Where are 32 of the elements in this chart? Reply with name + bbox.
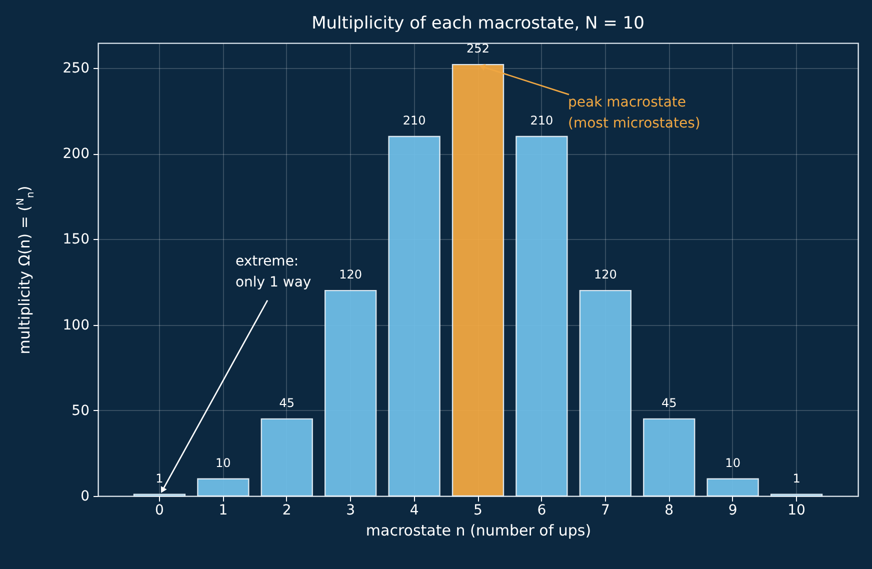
data-label: 10: [725, 456, 740, 470]
x-tick-label: 6: [537, 502, 546, 518]
data-label: 210: [402, 113, 426, 128]
y-tick-label: 200: [62, 146, 90, 162]
x-tick-label: 0: [155, 502, 164, 518]
x-axis-title: macrostate n (number of ups): [366, 522, 592, 540]
x-tick-label: 9: [728, 502, 738, 518]
data-label: 45: [661, 396, 677, 410]
data-label: 45: [279, 396, 295, 410]
x-tick-label: 3: [346, 502, 356, 518]
data-label: 1: [792, 471, 800, 486]
x-tick-label: 2: [282, 502, 292, 518]
data-label: 120: [339, 268, 362, 282]
y-tick-label: 250: [62, 60, 90, 76]
x-tick-label: 1: [218, 502, 228, 518]
chart-title: Multiplicity of each macrostate, N = 10: [312, 14, 644, 34]
x-tick-label: 5: [474, 502, 482, 518]
annotation: peak macrostate (most microstates): [568, 94, 700, 132]
y-tick-label: 150: [62, 232, 90, 248]
y-tick-label: 0: [80, 488, 90, 504]
data-label: 252: [466, 42, 490, 56]
data-label: 120: [594, 268, 617, 282]
y-tick-label: 50: [72, 402, 90, 419]
data-label: 1: [156, 471, 164, 486]
data-label: 210: [530, 113, 554, 128]
annotation: extreme: only 1 way: [235, 253, 312, 290]
x-tick-label: 7: [600, 502, 610, 518]
x-tick-label: 8: [664, 502, 674, 518]
x-tick-label: 10: [788, 502, 806, 518]
y-tick-label: 100: [62, 317, 90, 334]
data-label: 10: [216, 456, 231, 470]
x-tick-label: 4: [410, 502, 419, 518]
